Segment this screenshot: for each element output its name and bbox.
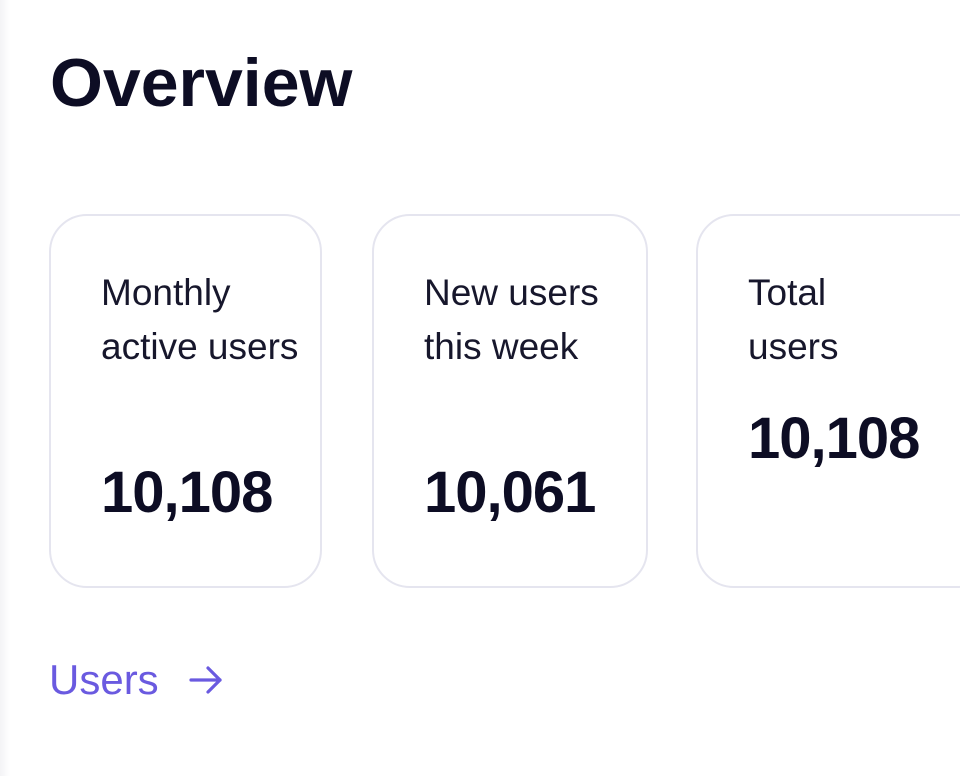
stat-card-label: Total users [748,272,839,367]
left-edge-shadow [0,0,10,776]
stat-card-value: 10,061 [424,460,596,525]
users-link-label: Users [49,656,159,703]
stat-card-monthly-active-users[interactable]: Monthly active users 10,108 [49,214,322,588]
stat-card-total-users[interactable]: Total users 10,108 [696,214,960,588]
stat-card-new-users-this-week[interactable]: New users this week 10,061 [372,214,648,588]
stat-card-value: 10,108 [748,406,920,471]
arrow-right-icon [187,661,225,699]
page-title: Overview [50,45,353,121]
stat-card-value: 10,108 [101,460,273,525]
stat-card-label: Monthly active users [101,272,299,367]
users-link[interactable]: Users [49,656,225,704]
stat-card-label: New users this week [424,272,599,367]
